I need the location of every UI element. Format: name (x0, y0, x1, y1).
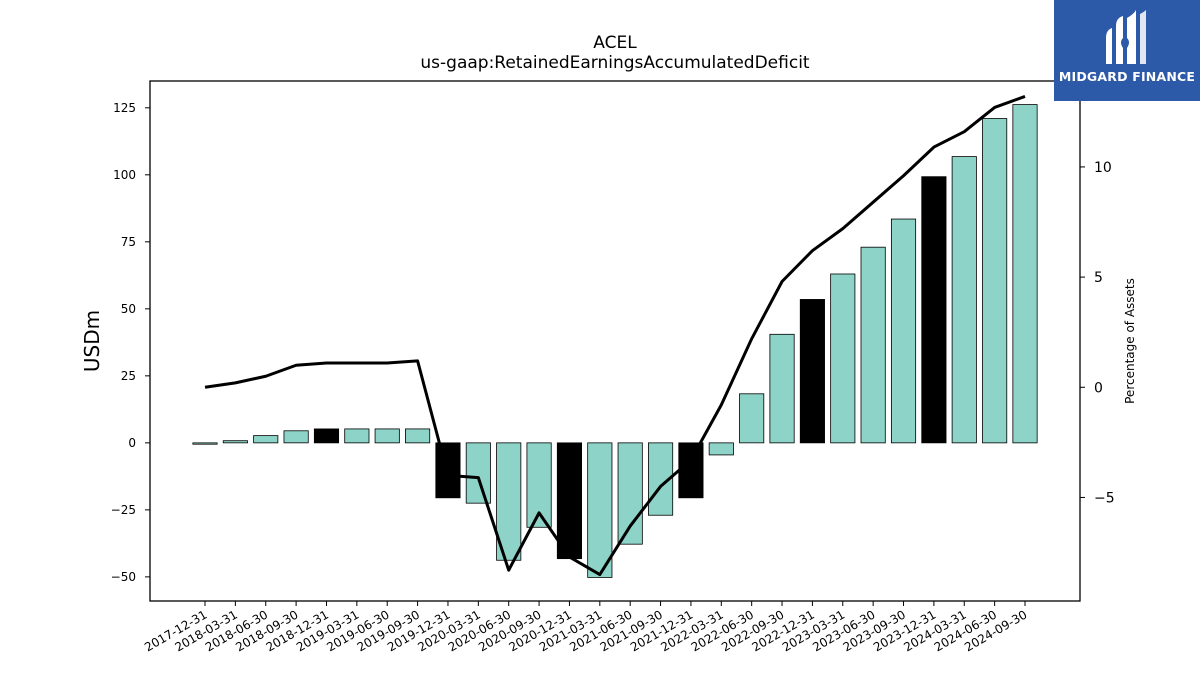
chart-subtitle: us-gaap:RetainedEarningsAccumulatedDefic… (420, 53, 810, 73)
bar-2018-03-31 (222, 440, 248, 444)
bar-2021-06-30 (617, 442, 643, 545)
x-axis: 2017-12-312018-03-312018-06-302018-09-30… (142, 601, 1030, 654)
y-tick-label: 75 (121, 235, 136, 249)
bar-2020-03-31 (465, 442, 491, 504)
bar-2023-06-30 (860, 246, 886, 444)
bar-2023-09-30 (890, 218, 917, 444)
bar-2019-09-30 (405, 428, 431, 444)
percentage-of-assets-line (204, 95, 1026, 577)
bar-2024-03-31 (951, 156, 977, 444)
bar-2022-03-31 (708, 442, 734, 456)
bar-2017-12-31 (192, 442, 218, 445)
bar-2022-09-30 (769, 333, 795, 444)
y-axis: −50 −25 0 25 50 75 100 125 (111, 101, 150, 584)
y2-axis: −5 0 5 10 (1080, 160, 1115, 506)
bar-2020-09-30 (526, 442, 552, 528)
y-tick-label: 0 (128, 436, 136, 450)
bar-2020-12-31 (556, 442, 582, 560)
brand-logo: MIDGARD FINANCE (1054, 0, 1200, 101)
bar-2024-09-30 (1012, 104, 1038, 444)
bar-2022-12-31 (799, 299, 825, 444)
logo-text: MIDGARD FINANCE (1058, 69, 1196, 84)
bar-2018-12-31 (313, 428, 340, 444)
bar-2018-09-30 (283, 430, 309, 444)
chart-title: ACEL (593, 33, 637, 53)
bars-group (192, 104, 1038, 578)
y2-axis-label: Percentage of Assets (1123, 278, 1137, 404)
y2-tick-label: 5 (1094, 270, 1103, 286)
bar-2023-12-31 (921, 176, 947, 444)
bar-2019-03-31 (344, 428, 370, 444)
bar-2022-06-30 (739, 393, 765, 444)
y-tick-label: 50 (121, 302, 136, 316)
line-group (204, 95, 1026, 577)
bar-2021-03-31 (587, 442, 613, 578)
bar-2023-03-31 (830, 273, 856, 444)
y-tick-label: 125 (113, 101, 136, 115)
y2-tick-label: −5 (1094, 490, 1115, 506)
bar-2019-06-30 (374, 428, 400, 444)
bar-2024-06-30 (982, 118, 1008, 444)
y-tick-label: −25 (111, 503, 136, 517)
bar-2018-06-30 (253, 435, 279, 444)
plot-frame (149, 80, 1081, 602)
y2-tick-label: 10 (1094, 160, 1112, 176)
bar-2021-12-31 (678, 442, 704, 499)
y-tick-label: 25 (121, 369, 136, 383)
logo-mark-icon (1106, 10, 1146, 64)
y-tick-label: 100 (113, 168, 136, 182)
y-axis-label: USDm (80, 310, 104, 372)
y-tick-label: −50 (111, 570, 136, 584)
y2-tick-label: 0 (1094, 380, 1103, 396)
